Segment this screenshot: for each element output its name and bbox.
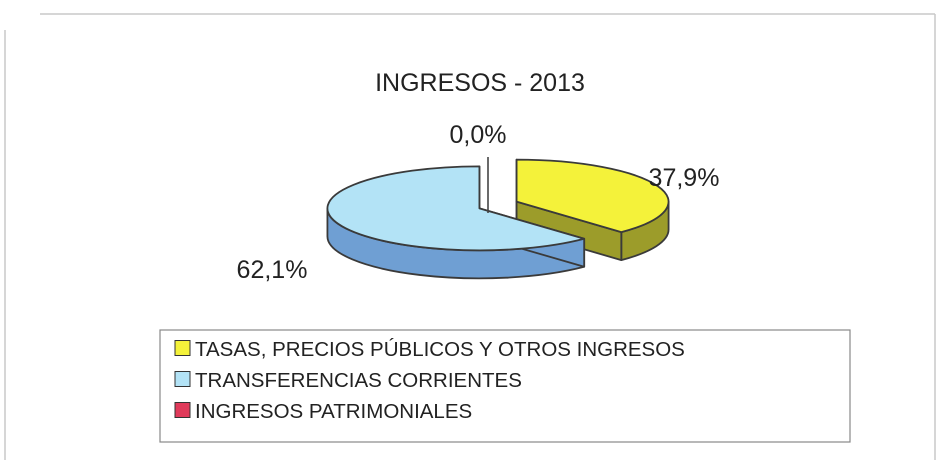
pie-slice-0 [515, 158, 670, 233]
legend: TASAS, PRECIOS PÚBLICOS Y OTROS INGRESOS… [174, 338, 685, 423]
legend-label-2: INGRESOS PATRIMONIALES [195, 400, 472, 423]
legend-label-1: TRANSFERENCIAS CORRIENTES [195, 369, 522, 392]
chart-title: INGRESOS - 2013 [375, 69, 585, 97]
legend-box [159, 329, 851, 443]
legend-label-0: TASAS, PRECIOS PÚBLICOS Y OTROS INGRESOS [195, 338, 685, 361]
data-label-2: 0,0% [450, 121, 507, 149]
legend-swatch-0 [174, 340, 191, 356]
data-label-0: 37,9% [649, 164, 720, 192]
data-label-1: 62,1% [237, 256, 308, 284]
legend-swatch-1 [174, 371, 191, 387]
pie-chart: 37,9% 62,1% 0,0% [237, 121, 720, 284]
pie-slice-1 [326, 165, 586, 252]
legend-swatch-2 [174, 402, 191, 418]
